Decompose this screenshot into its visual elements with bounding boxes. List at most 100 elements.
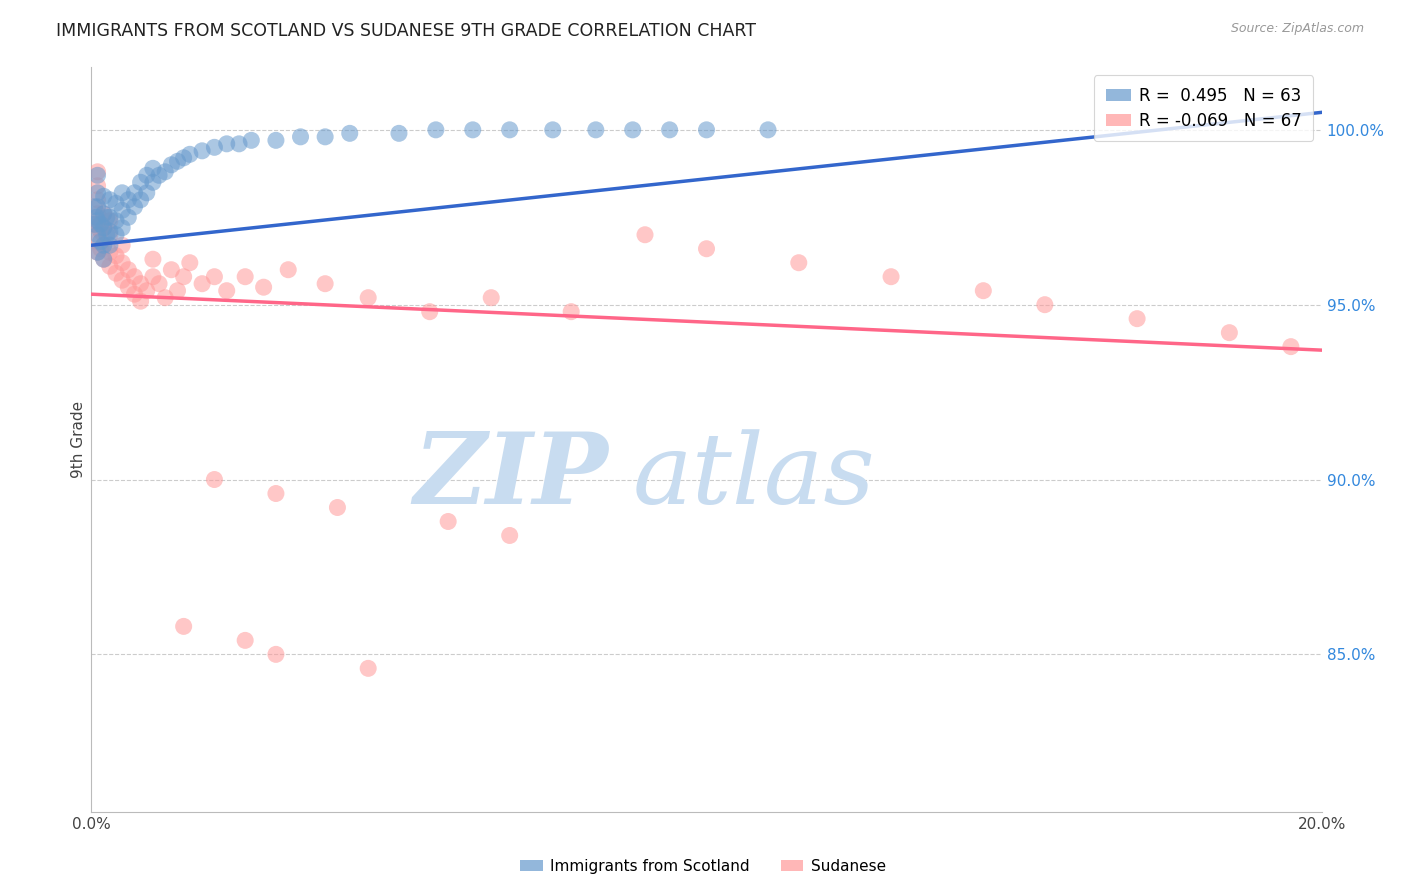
Point [98, 259, 121, 273]
Point [233, 633, 256, 648]
Point [124, 200, 146, 214]
Point [135, 284, 157, 298]
Point [240, 133, 263, 147]
Point [437, 515, 460, 529]
Point [96, 227, 118, 242]
Point [142, 252, 165, 267]
Point [98, 224, 121, 238]
Point [124, 269, 146, 284]
Point [314, 129, 336, 144]
Point [93, 220, 115, 235]
Point [1033, 298, 1056, 312]
Text: Source: ZipAtlas.com: Source: ZipAtlas.com [1230, 22, 1364, 36]
Point [86, 245, 108, 260]
Point [388, 126, 411, 140]
Point [105, 266, 127, 280]
Point [142, 161, 165, 176]
Point [129, 193, 152, 207]
Point [86, 220, 108, 235]
Legend: R =  0.495   N = 63, R = -0.069   N = 67: R = 0.495 N = 63, R = -0.069 N = 67 [1094, 75, 1313, 141]
Point [111, 238, 134, 252]
Point [86, 169, 108, 183]
Point [98, 211, 121, 225]
Point [634, 227, 657, 242]
Point [93, 220, 115, 235]
Point [83, 200, 105, 214]
Point [696, 242, 718, 256]
Point [86, 200, 108, 214]
Point [129, 175, 152, 189]
Point [166, 284, 188, 298]
Point [117, 262, 139, 277]
Point [357, 291, 380, 305]
Point [160, 262, 183, 277]
Point [277, 262, 299, 277]
Point [498, 528, 520, 542]
Point [191, 144, 214, 158]
Point [425, 123, 447, 137]
Point [86, 193, 108, 207]
Point [173, 269, 195, 284]
Point [93, 189, 115, 203]
Point [148, 277, 170, 291]
Point [90, 224, 112, 238]
Point [129, 277, 152, 291]
Point [129, 294, 152, 309]
Point [93, 207, 115, 221]
Point [90, 242, 112, 256]
Point [86, 186, 108, 200]
Point [135, 186, 157, 200]
Point [86, 178, 108, 193]
Point [339, 126, 361, 140]
Point [148, 169, 170, 183]
Point [86, 211, 108, 225]
Point [90, 235, 112, 249]
Text: IMMIGRANTS FROM SCOTLAND VS SUDANESE 9TH GRADE CORRELATION CHART: IMMIGRANTS FROM SCOTLAND VS SUDANESE 9TH… [56, 22, 756, 40]
Point [173, 151, 195, 165]
Point [498, 123, 520, 137]
Point [83, 217, 105, 231]
Point [215, 284, 238, 298]
Point [111, 256, 134, 270]
Point [756, 123, 779, 137]
Point [696, 123, 718, 137]
Point [105, 213, 127, 227]
Point [135, 169, 157, 183]
Point [264, 133, 287, 147]
Point [419, 304, 441, 318]
Point [461, 123, 484, 137]
Point [233, 269, 256, 284]
Point [972, 284, 994, 298]
Point [96, 211, 118, 225]
Point [191, 277, 214, 291]
Point [86, 227, 108, 242]
Point [264, 648, 287, 662]
Text: ZIP: ZIP [413, 428, 607, 524]
Point [153, 291, 177, 305]
Point [93, 238, 115, 252]
Point [111, 203, 134, 218]
Point [86, 213, 108, 227]
Point [202, 140, 225, 154]
Point [86, 245, 108, 260]
Point [124, 287, 146, 301]
Point [228, 136, 250, 151]
Point [86, 165, 108, 179]
Point [541, 123, 564, 137]
Point [111, 220, 134, 235]
Point [83, 217, 105, 231]
Point [1126, 311, 1149, 326]
Point [264, 486, 287, 500]
Point [93, 207, 115, 221]
Point [98, 238, 121, 252]
Point [117, 193, 139, 207]
Point [111, 186, 134, 200]
Point [621, 123, 644, 137]
Point [179, 147, 201, 161]
Point [253, 280, 276, 294]
Point [290, 129, 312, 144]
Point [479, 291, 502, 305]
Point [105, 249, 127, 263]
Point [787, 256, 810, 270]
Point [111, 273, 134, 287]
